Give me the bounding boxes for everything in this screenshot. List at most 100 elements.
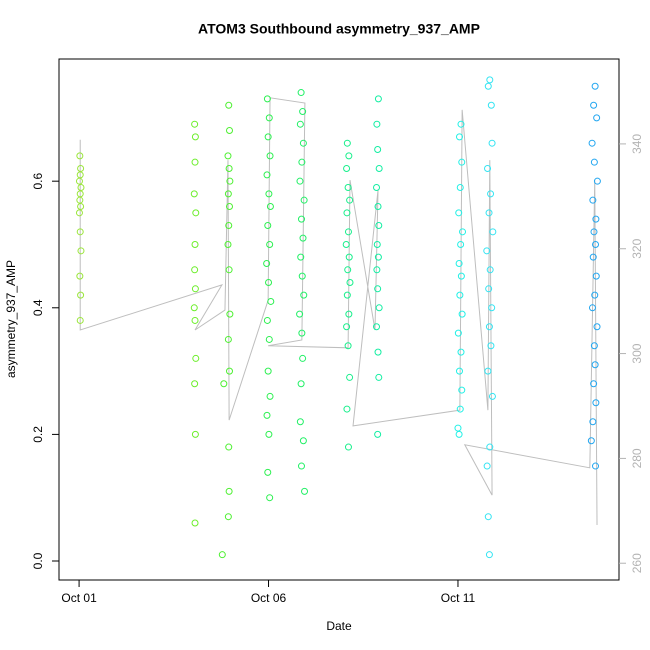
y2-tick-label: 320 xyxy=(630,238,644,258)
point xyxy=(483,247,491,255)
point xyxy=(590,228,598,236)
point xyxy=(343,165,351,173)
point xyxy=(266,240,274,248)
point xyxy=(374,253,382,261)
point xyxy=(590,101,598,109)
point xyxy=(458,158,466,166)
point xyxy=(374,95,382,103)
point xyxy=(344,228,352,236)
point xyxy=(224,190,232,198)
point xyxy=(592,462,600,470)
point xyxy=(266,152,274,160)
point xyxy=(264,367,272,375)
point xyxy=(297,462,305,470)
point xyxy=(76,152,84,160)
point xyxy=(263,95,271,103)
point xyxy=(454,424,462,432)
point xyxy=(593,114,601,122)
point xyxy=(590,380,598,388)
point xyxy=(77,291,85,299)
point xyxy=(224,335,232,343)
point xyxy=(226,177,234,185)
point xyxy=(458,386,466,394)
point xyxy=(375,165,383,173)
point xyxy=(484,82,492,90)
point xyxy=(484,367,492,375)
point xyxy=(77,247,85,255)
point xyxy=(344,443,352,451)
point xyxy=(588,139,596,147)
point xyxy=(344,266,352,274)
point xyxy=(75,177,83,185)
point xyxy=(373,323,381,331)
point xyxy=(263,259,271,267)
point xyxy=(191,133,199,141)
y-tick-label: 0.6 xyxy=(31,173,45,190)
point xyxy=(263,316,271,324)
point xyxy=(265,114,273,122)
point xyxy=(264,468,272,476)
point xyxy=(346,196,354,204)
y2-tick-label: 280 xyxy=(630,448,644,468)
point xyxy=(344,184,352,192)
point xyxy=(297,253,305,261)
point xyxy=(456,291,464,299)
point xyxy=(264,221,272,229)
point xyxy=(301,487,309,495)
point xyxy=(299,354,307,362)
point xyxy=(593,177,601,185)
point xyxy=(587,437,595,445)
point xyxy=(220,380,228,388)
point xyxy=(296,310,304,318)
point xyxy=(191,266,199,274)
point xyxy=(485,323,493,331)
point xyxy=(297,89,305,97)
point xyxy=(76,316,84,324)
point xyxy=(344,342,352,350)
point xyxy=(265,430,273,438)
point xyxy=(373,184,381,192)
point xyxy=(488,139,496,147)
point xyxy=(488,392,496,400)
point xyxy=(457,120,465,128)
point xyxy=(296,120,304,128)
point xyxy=(485,551,493,559)
point xyxy=(592,399,600,407)
point xyxy=(457,240,465,248)
point xyxy=(345,152,353,160)
point xyxy=(218,551,226,559)
point xyxy=(375,304,383,312)
point xyxy=(589,196,597,204)
point xyxy=(485,209,493,217)
point xyxy=(263,411,271,419)
point xyxy=(457,348,465,356)
y-tick-label: 0.4 xyxy=(31,299,45,316)
point xyxy=(226,310,234,318)
point xyxy=(225,266,233,274)
point xyxy=(345,253,353,261)
point xyxy=(266,392,274,400)
point xyxy=(455,259,463,267)
point xyxy=(486,76,494,84)
point xyxy=(343,291,351,299)
point xyxy=(591,361,599,369)
point xyxy=(343,209,351,217)
point xyxy=(75,209,83,217)
point xyxy=(489,228,497,236)
point xyxy=(374,348,382,356)
point xyxy=(192,209,200,217)
point xyxy=(458,310,466,318)
point xyxy=(375,221,383,229)
point xyxy=(298,329,306,337)
point xyxy=(300,196,308,204)
point xyxy=(592,272,600,280)
point xyxy=(588,304,596,312)
point xyxy=(226,203,234,211)
point xyxy=(191,430,199,438)
point xyxy=(191,519,199,527)
point xyxy=(592,240,600,248)
point xyxy=(486,443,494,451)
point xyxy=(590,342,598,350)
point xyxy=(225,221,233,229)
